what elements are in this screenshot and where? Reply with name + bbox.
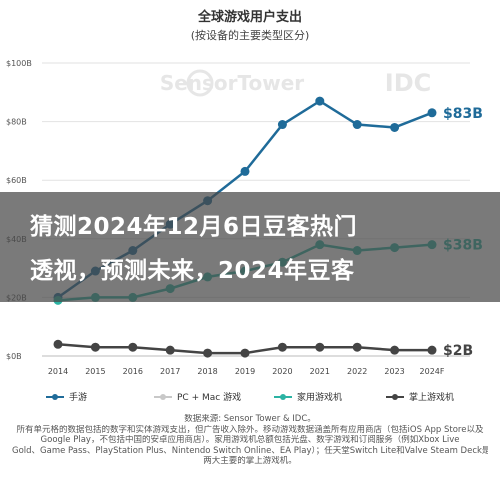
source-note: 数据来源: Sensor Tower & IDC。 所有单元格的数据包括的数字和… (12, 414, 488, 467)
watermark-idc: IDC (385, 69, 431, 97)
legend-label: PC + Mac 游戏 (177, 393, 242, 403)
note-line: 所有单元格的数据包括的数字和实体游戏支出，但广告收入除外。移动游戏数据涵盖所有应… (16, 424, 484, 435)
legend-swatch (386, 393, 404, 400)
x-tick-label: 2017 (160, 367, 180, 376)
watermark-sensortower: SensorTower (160, 71, 304, 95)
legend-label: 手游 (69, 393, 88, 403)
chart-legend: 手游 PC + Mac 游戏 家用游戏机 掌上游戏机 (46, 390, 486, 404)
overlay-banner (0, 192, 500, 302)
data-point (240, 348, 250, 358)
x-tick-label: 2018 (197, 367, 217, 376)
data-point (53, 339, 63, 349)
note-line: 两大主要的掌上游戏机。 (203, 456, 297, 466)
x-tick-label: 2014 (48, 367, 68, 376)
x-tick-label: 2021 (310, 367, 330, 376)
legend-label: 掌上游戏机 (409, 393, 455, 403)
data-point (128, 342, 138, 352)
banner-headline-line-1: 猜测2024年12月6日豆客热门 (30, 214, 358, 240)
x-tick-label: 2016 (123, 367, 143, 376)
data-point (315, 96, 325, 106)
data-point (240, 166, 250, 176)
note-line: Google Play，不包括中国的安卓应用商店）。家用游戏机总额包括光盘、数字… (40, 435, 460, 445)
x-tick-label: 2019 (235, 367, 255, 376)
legend-swatch (154, 393, 172, 400)
legend-swatch (274, 393, 292, 400)
y-tick-label: $80B (6, 118, 27, 127)
data-point (165, 345, 175, 355)
note-line: Gold、Game Pass、PlayStation Plus、Nintendo… (12, 445, 488, 456)
x-tick-label: 2015 (85, 367, 105, 376)
legend-item: 家用游戏机 (274, 390, 342, 403)
legend-item: PC + Mac 游戏 (154, 390, 241, 403)
chart-subtitle: (按设备的主要类型区分) (190, 29, 310, 42)
legend-label: 家用游戏机 (297, 393, 343, 403)
data-point (427, 108, 437, 118)
data-point (427, 345, 437, 355)
y-tick-label: $0B (6, 352, 22, 361)
end-value-label: $83B (443, 106, 483, 122)
legend-item: 掌上游戏机 (386, 390, 454, 403)
legend-swatch (46, 393, 64, 400)
data-point (277, 342, 287, 352)
data-point (315, 342, 325, 352)
data-point (352, 120, 362, 130)
y-tick-label: $100B (6, 59, 32, 68)
data-point (277, 120, 287, 130)
legend-item: 手游 (46, 390, 87, 403)
note-line: 数据来源: Sensor Tower & IDC。 (184, 414, 316, 424)
x-tick-label: 2024F (420, 367, 445, 376)
watermark-logo-icon (186, 69, 214, 97)
data-point (390, 122, 400, 132)
banner-headline-line-2: 透视，预测未来，2024年豆客 (30, 258, 355, 284)
data-point (203, 348, 213, 358)
x-tick-label: 2020 (272, 367, 292, 376)
x-tick-label: 2022 (347, 367, 367, 376)
data-point (352, 342, 362, 352)
y-tick-label: $60B (6, 176, 27, 185)
data-point (90, 342, 100, 352)
data-point (390, 345, 400, 355)
x-tick-label: 2023 (384, 367, 404, 376)
chart-title: 全球游戏用户支出 (197, 10, 302, 25)
end-value-label: $2B (443, 343, 473, 359)
